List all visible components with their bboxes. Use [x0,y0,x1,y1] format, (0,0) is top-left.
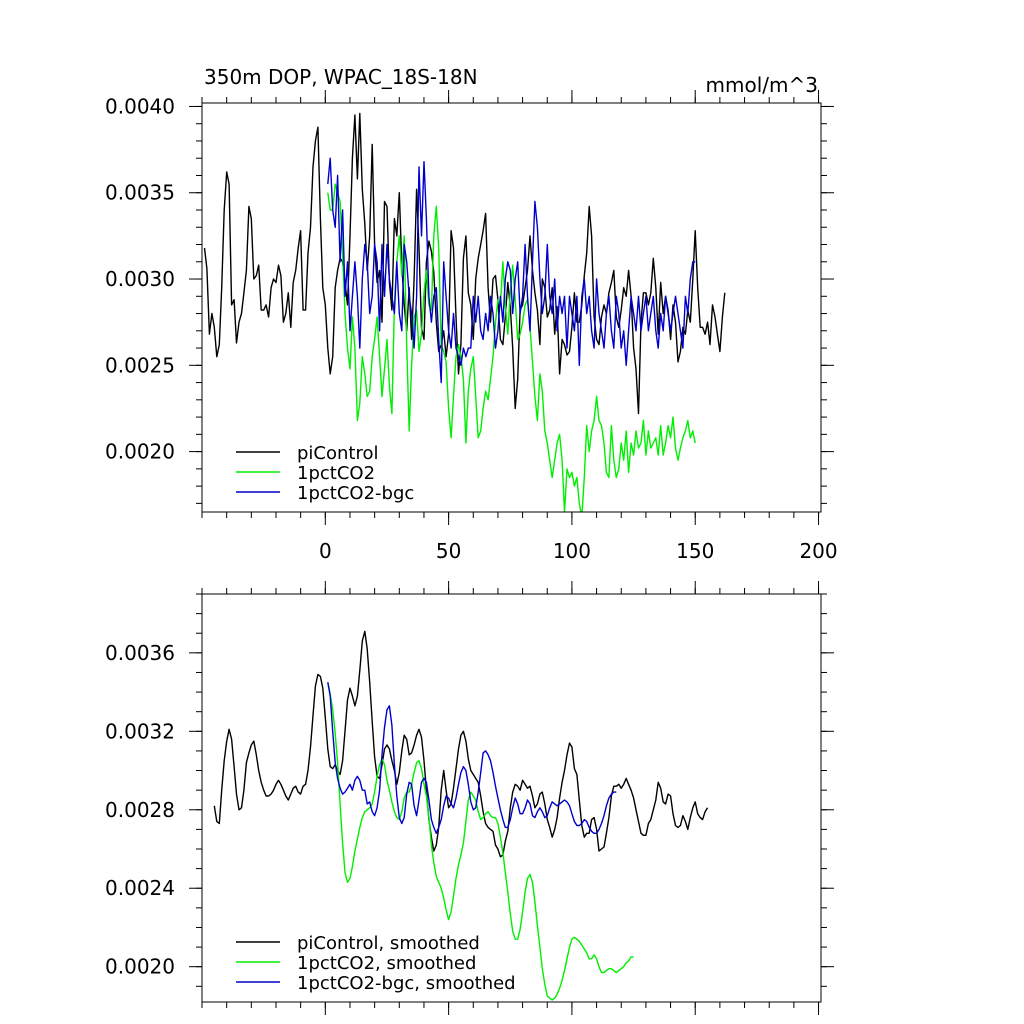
series-line-2 [327,183,696,512]
legend-label-2: 1pctCO2 [297,463,375,484]
series-group [213,630,709,1001]
y-tick-label: 0.0020 [105,440,175,464]
series-line-1 [213,630,709,858]
series-line-2 [327,682,634,1001]
y-tick-label: 0.0040 [105,94,175,118]
series-line-3 [327,157,696,384]
x-tick-label: 150 [676,539,714,563]
y-tick-label: 0.0030 [105,267,175,291]
y-tick-label: 0.0032 [105,719,175,743]
y-tick-label: 0.0020 [105,955,175,979]
series-group [203,112,726,512]
x-tick-label: 100 [553,539,591,563]
plot-frame [201,102,822,513]
legend-label-3: 1pctCO2-bgc, smoothed [297,973,516,994]
x-tick-label: 0 [319,539,332,563]
chart-title: 350m DOP, WPAC_18S-18N [204,65,478,89]
series-line-1 [203,112,726,415]
units-label: mmol/m^3 [706,73,818,97]
x-tick-label: 50 [436,539,461,563]
y-tick-label: 0.0024 [105,876,175,900]
y-tick-label: 0.0025 [105,353,175,377]
series-line-3 [327,682,617,834]
legend-label-1: piControl [297,443,379,464]
y-tick-label: 0.0028 [105,798,175,822]
x-tick-label: 200 [799,539,837,563]
y-tick-label: 0.0035 [105,181,175,205]
y-tick-label: 0.0036 [105,641,175,665]
chart-panel-2: 0.0020 0.0024 0.0028 0.0032 0.0036 piControl,… [105,581,834,1015]
legend-label-3: 1pctCO2-bgc [297,483,414,504]
legend-label-1: piControl, smoothed [297,933,480,954]
chart-panel-1: 0 50 100 150 200 0.0020 0.0025 0.0030 0.0035 0.00… [105,65,838,563]
plot-frame [201,593,822,1003]
legend-label-2: 1pctCO2, smoothed [297,953,476,974]
